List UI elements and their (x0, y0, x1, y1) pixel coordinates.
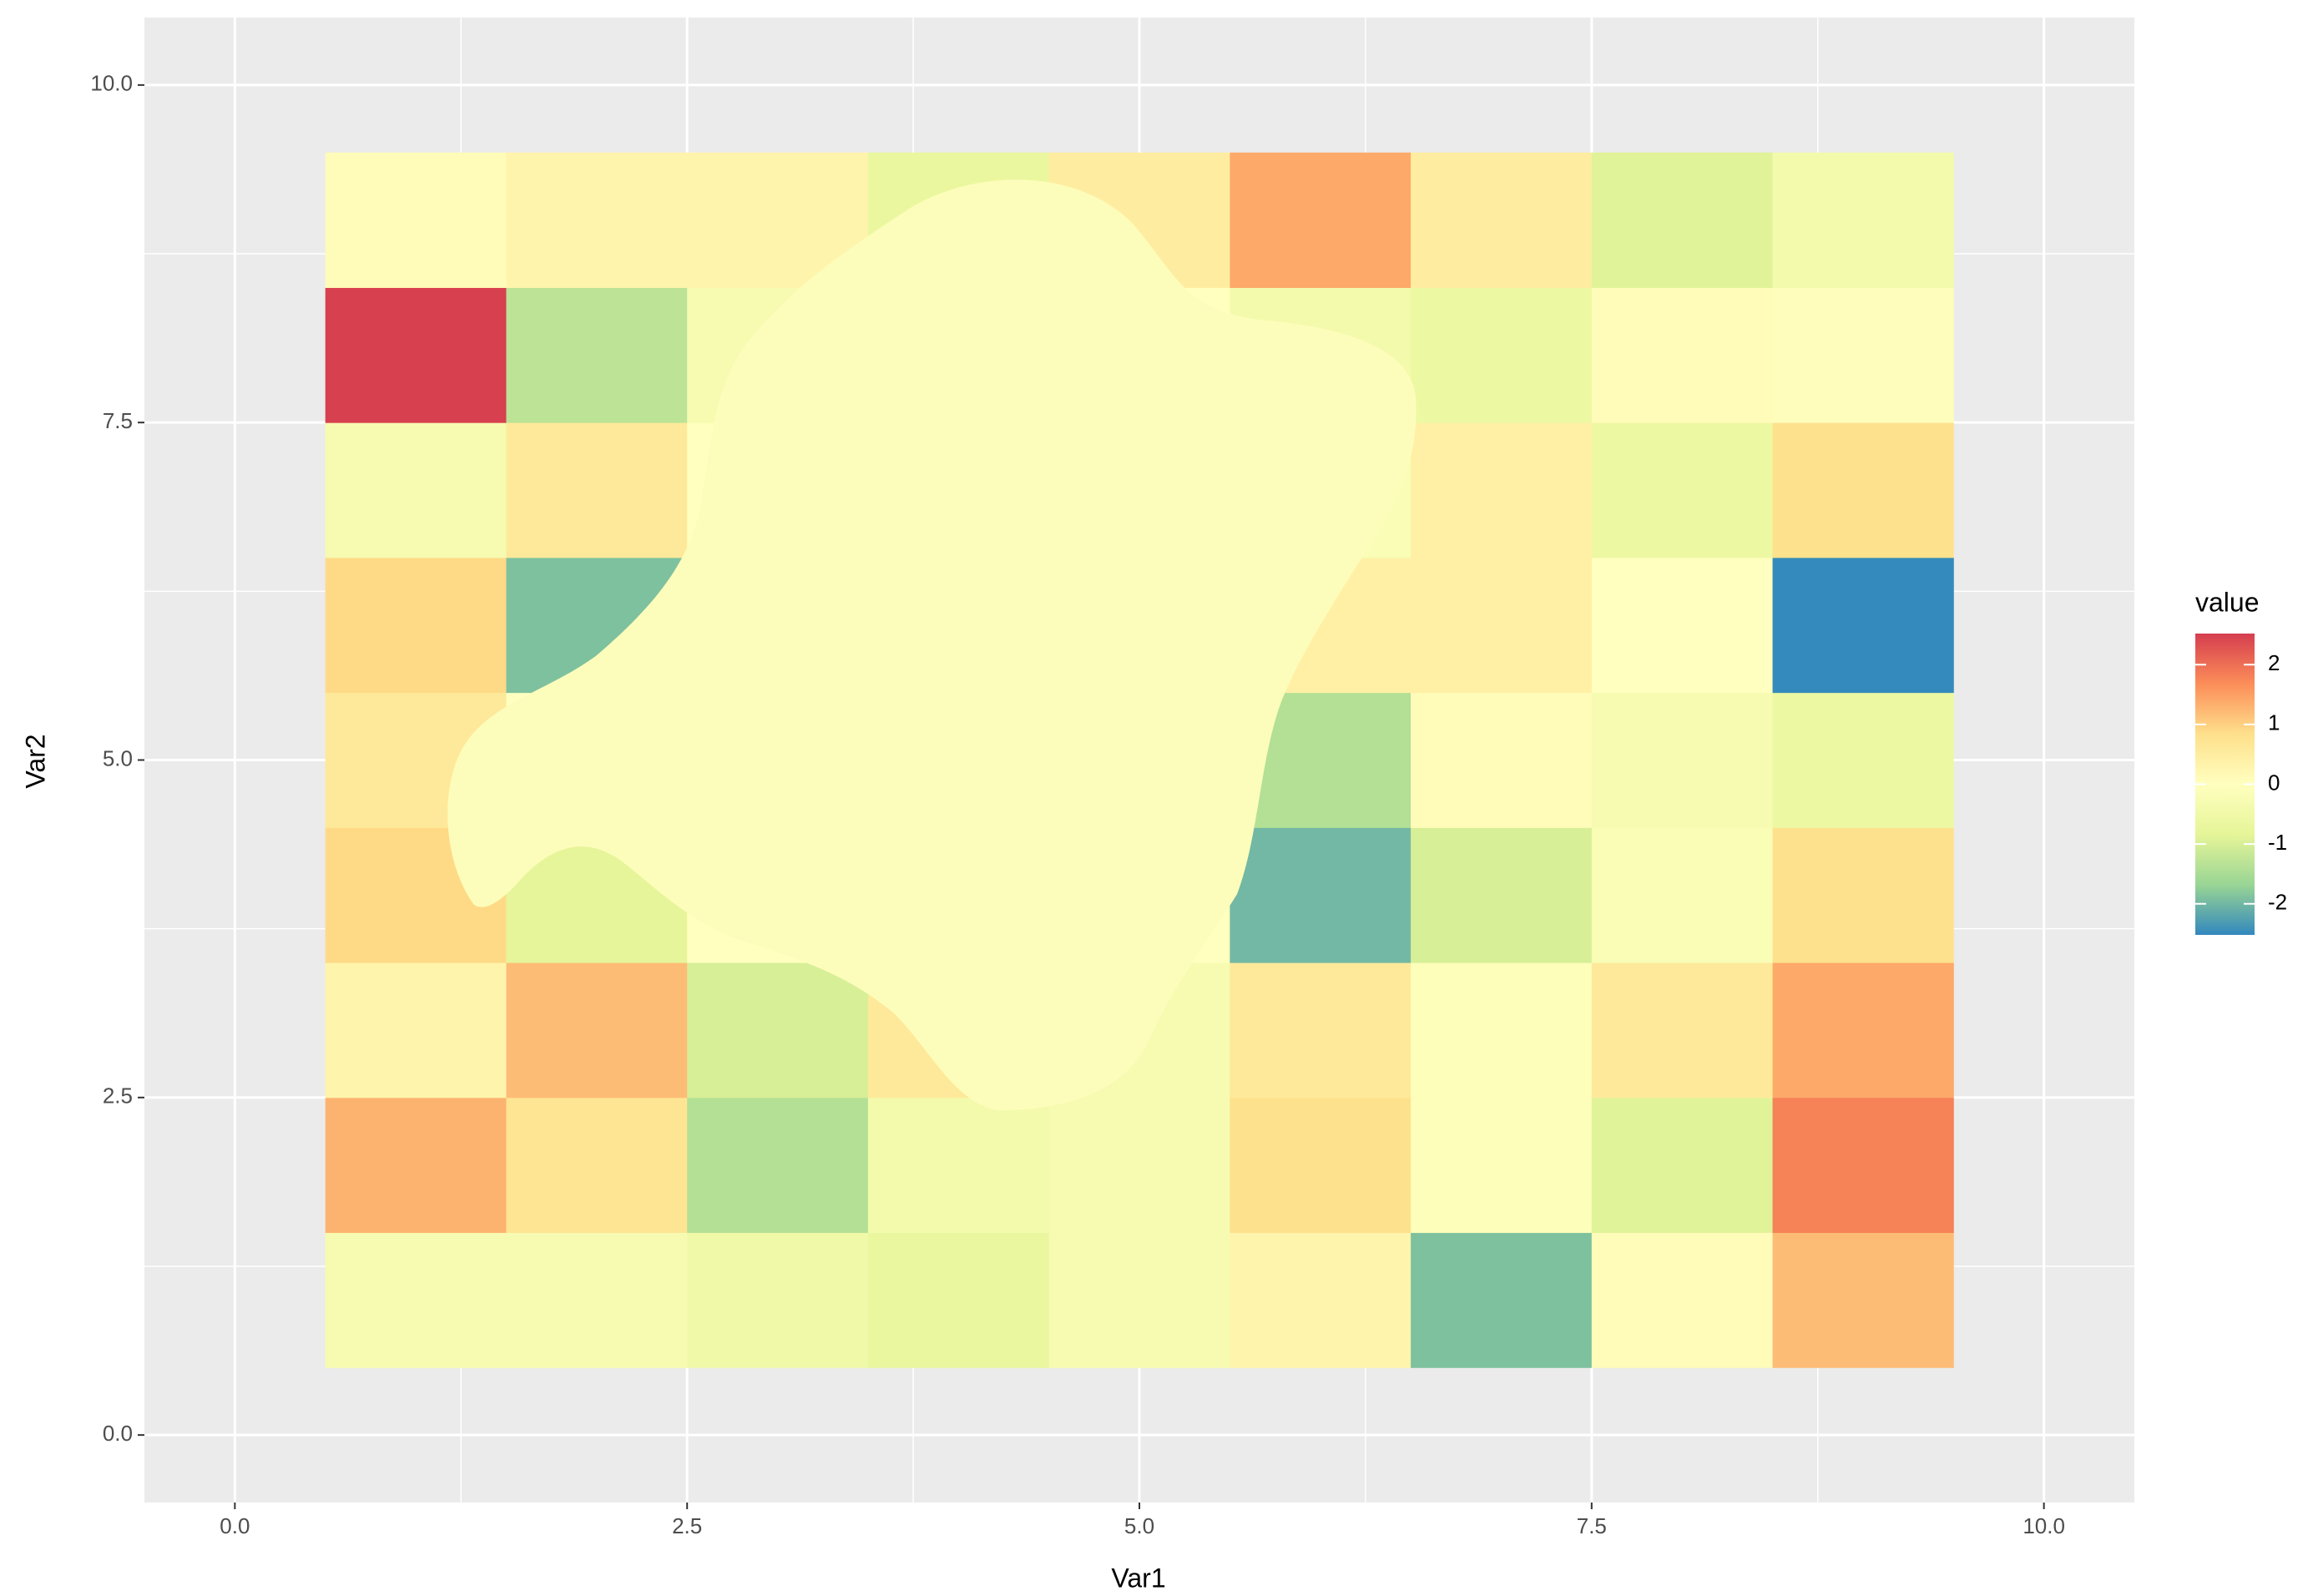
tile (1048, 1097, 1230, 1234)
tile (1591, 1232, 1774, 1368)
tile (506, 1097, 688, 1234)
tile (1591, 557, 1774, 694)
tile (506, 422, 688, 558)
tile (325, 557, 507, 694)
y-tick-label: 0.0 (103, 1421, 133, 1446)
tile (1591, 692, 1774, 828)
tile (1411, 1232, 1593, 1368)
tile (1411, 422, 1593, 558)
tile (325, 1097, 507, 1234)
tile (1411, 827, 1593, 963)
tile (1591, 827, 1774, 963)
y-tick-label: 5.0 (103, 745, 133, 770)
tile (1772, 1097, 1954, 1234)
tile (1230, 1232, 1412, 1368)
tile (506, 962, 688, 1099)
legend-title: value (2195, 587, 2260, 617)
tile (1230, 1097, 1412, 1234)
tile (1411, 962, 1593, 1099)
overlay-blob (447, 179, 1417, 1111)
tile (687, 962, 869, 1099)
tile (325, 1232, 507, 1368)
tile (1591, 422, 1774, 558)
tile (1772, 557, 1954, 694)
tile (325, 287, 507, 423)
tile (1230, 827, 1412, 963)
x-tick-label: 2.5 (672, 1513, 702, 1538)
legend-tick-label: 1 (2268, 710, 2280, 735)
tile (1772, 152, 1954, 288)
tile (325, 422, 507, 558)
y-tick-label: 10.0 (90, 71, 133, 96)
tile (1230, 152, 1412, 288)
x-tick-label: 10.0 (2023, 1513, 2065, 1538)
x-tick-label: 7.5 (1577, 1513, 1607, 1538)
tile (1591, 962, 1774, 1099)
tile (506, 1232, 688, 1368)
tile (1411, 287, 1593, 423)
tile (1591, 287, 1774, 423)
tile (1772, 1232, 1954, 1368)
tile (1772, 287, 1954, 423)
tile (1411, 692, 1593, 828)
legend-tick-label: -1 (2268, 830, 2287, 855)
y-tick-label: 2.5 (103, 1083, 133, 1109)
tile (1772, 422, 1954, 558)
tile (687, 1232, 869, 1368)
tile (1230, 962, 1412, 1099)
x-tick-label: 0.0 (220, 1513, 250, 1538)
legend-tick-label: 0 (2268, 770, 2280, 795)
tile (1591, 152, 1774, 288)
y-tick-label: 7.5 (103, 408, 133, 433)
tile (1411, 1097, 1593, 1234)
tile (506, 287, 688, 423)
tile (687, 1097, 869, 1234)
legend-tick-label: -2 (2268, 890, 2287, 915)
x-tick-label: 5.0 (1124, 1513, 1154, 1538)
tile (1048, 1232, 1230, 1368)
tile (1411, 152, 1593, 288)
tile (325, 152, 507, 288)
tile (506, 152, 688, 288)
tile (325, 962, 507, 1099)
tile (1591, 1097, 1774, 1234)
tile (1411, 557, 1593, 694)
y-axis-title: Var2 (20, 734, 50, 788)
tile (1772, 827, 1954, 963)
tile (867, 1097, 1050, 1234)
tile (1772, 692, 1954, 828)
legend-tick-label: 2 (2268, 650, 2280, 675)
tile (1772, 962, 1954, 1099)
x-axis-title: Var1 (1111, 1563, 1165, 1593)
tile (867, 1232, 1050, 1368)
